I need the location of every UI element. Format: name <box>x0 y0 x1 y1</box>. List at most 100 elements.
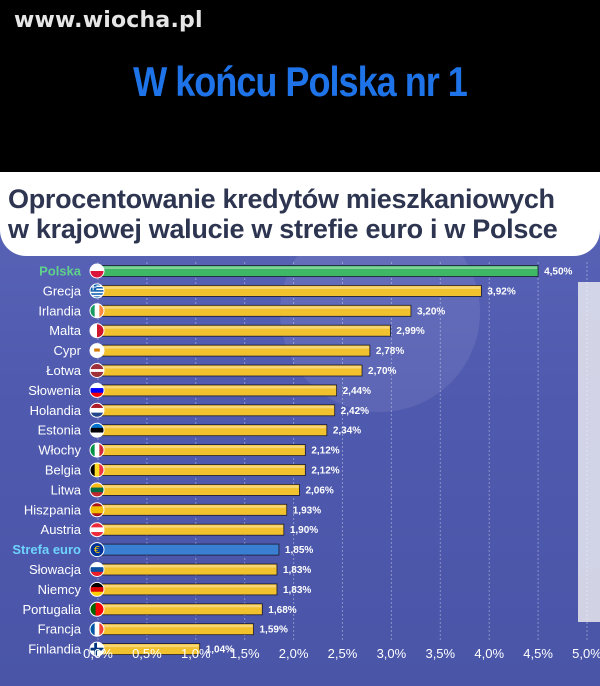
category-label: Irlandia <box>38 303 81 318</box>
category-label: Niemcy <box>38 582 82 597</box>
category-label: Grecja <box>43 283 82 298</box>
bar-highlight <box>99 306 410 309</box>
value-label: 2,12% <box>311 446 339 457</box>
portugal-flag-icon <box>89 601 105 617</box>
spain-flag-icon <box>89 502 105 518</box>
x-tick-label: 3,0% <box>377 646 407 661</box>
value-label: 2,99% <box>396 326 424 337</box>
bar-highlight <box>99 326 390 329</box>
bar-highlight <box>99 266 538 269</box>
bar-highlight <box>99 584 276 588</box>
value-label: 1,04% <box>206 645 234 656</box>
italy-flag-icon <box>89 442 105 458</box>
x-tick-label: 2,0% <box>279 646 309 661</box>
edge-strip <box>578 282 600 622</box>
bar-highlight <box>99 604 262 608</box>
bar-highlight <box>99 644 199 648</box>
value-label: 2,70% <box>368 366 396 377</box>
bar-highlight <box>99 505 286 508</box>
x-tick-label: 0,0% <box>83 646 113 661</box>
bar-highlight <box>99 445 305 449</box>
value-label: 3,20% <box>417 306 445 317</box>
category-label: Estonia <box>38 423 82 438</box>
value-label: 2,06% <box>305 485 333 496</box>
bar-highlight <box>99 485 299 488</box>
value-label: 2,44% <box>343 386 371 397</box>
estonia-flag-icon <box>89 422 105 438</box>
value-label: 1,83% <box>283 585 311 596</box>
value-label: 1,68% <box>268 605 296 616</box>
euro-icon: € <box>89 542 105 558</box>
chart-header: Oprocentowanie kredytów mieszkaniowych w… <box>0 172 600 256</box>
value-label: 2,78% <box>376 346 404 357</box>
value-label: 1,59% <box>260 625 288 636</box>
value-label: 4,50% <box>544 267 572 278</box>
value-label: 2,34% <box>333 426 361 437</box>
category-label: Holandia <box>30 403 82 418</box>
category-label: Portugalia <box>22 602 81 617</box>
value-label: 1,90% <box>290 525 318 536</box>
bar-highlight <box>99 425 326 429</box>
category-label: Polska <box>39 264 82 279</box>
malta-flag-icon <box>89 323 105 339</box>
bar-highlight <box>99 366 362 369</box>
category-label: Hiszpania <box>24 502 82 517</box>
x-tick-label: 4,5% <box>523 646 553 661</box>
bar-highlight <box>99 565 276 568</box>
value-label: 2,12% <box>311 466 339 477</box>
category-label: Finlandia <box>28 642 82 657</box>
cyprus-flag-icon <box>89 343 105 359</box>
bar-highlight <box>99 405 334 409</box>
bar-highlight <box>99 385 336 389</box>
category-label: Francja <box>38 622 82 637</box>
x-tick-label: 1,5% <box>230 646 260 661</box>
category-label: Cypr <box>54 343 82 358</box>
bar-highlight <box>99 465 305 468</box>
bar-highlight <box>99 346 369 349</box>
latvia-flag-icon <box>89 363 105 378</box>
finland-flag-icon <box>89 641 105 657</box>
x-tick-label: 1,0% <box>181 646 211 661</box>
germany-flag-icon <box>89 581 105 597</box>
headline: W końcu Polska nr 1 <box>133 58 468 105</box>
austria-flag-icon <box>89 522 105 538</box>
x-tick-label: 5,0% <box>572 646 600 661</box>
category-label: Słowacja <box>29 562 82 577</box>
belgium-flag-icon <box>89 462 105 478</box>
category-label: Belgia <box>45 463 82 478</box>
lithuania-flag-icon <box>89 482 105 498</box>
category-label: Malta <box>49 323 82 338</box>
category-label: Słowenia <box>28 383 82 398</box>
watermark: www.wiocha.pl <box>14 8 203 33</box>
bar-highlight <box>99 624 253 628</box>
slovakia-flag-icon <box>89 562 105 577</box>
x-tick-label: 0,5% <box>132 646 162 661</box>
poland-flag-icon <box>89 263 105 279</box>
bar-highlight <box>99 286 481 289</box>
value-label: 1,85% <box>285 545 313 556</box>
value-label: 1,83% <box>283 565 311 576</box>
value-label: 1,93% <box>293 505 321 516</box>
bar <box>97 543 280 556</box>
x-tick-label: 2,5% <box>328 646 358 661</box>
category-label: Austria <box>41 522 82 537</box>
x-tick-label: 4,0% <box>474 646 504 661</box>
x-tick-label: 3,5% <box>425 646 455 661</box>
netherlands-flag-icon <box>89 402 105 418</box>
ireland-flag-icon <box>89 303 105 319</box>
infographic-panel: Oprocentowanie kredytów mieszkaniowych w… <box>0 172 600 686</box>
category-label: Włochy <box>38 443 81 458</box>
category-label: Łotwa <box>46 363 81 378</box>
value-label: 3,92% <box>487 286 515 297</box>
svg-text:€: € <box>94 545 100 556</box>
category-label: Strefa euro <box>12 542 81 557</box>
france-flag-icon <box>89 621 105 637</box>
bar-highlight <box>99 525 283 528</box>
chart-title: Oprocentowanie kredytów mieszkaniowych w… <box>8 184 558 244</box>
greece-flag-icon <box>89 283 105 299</box>
category-label: Litwa <box>51 482 82 497</box>
value-label: 2,42% <box>341 406 369 417</box>
slovenia-flag-icon <box>89 382 105 398</box>
bar-chart: Polska 4,50% Grecja 3,92% Irlandia 3,20% Malta… <box>12 262 600 661</box>
